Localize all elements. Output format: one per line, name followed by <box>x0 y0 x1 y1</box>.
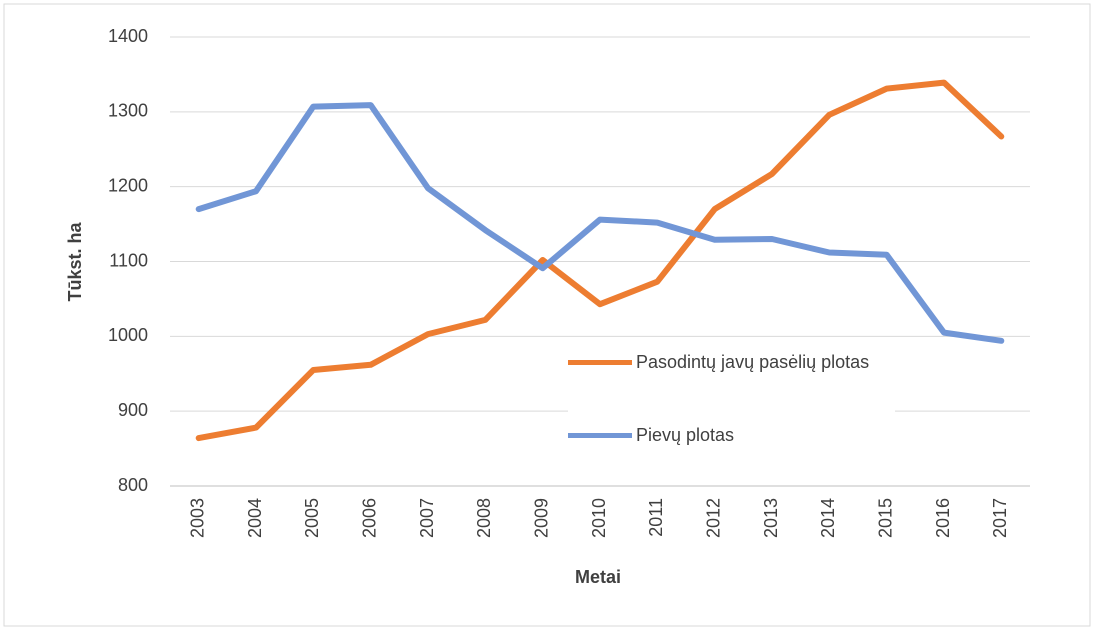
x-axis-title: Metai <box>575 567 621 587</box>
legend-item: Pievų plotas <box>568 423 886 447</box>
x-tick-label: 2009 <box>531 498 551 538</box>
legend-item: Pasodintų javų pasėlių plotas <box>568 350 886 374</box>
legend-swatch <box>568 433 632 438</box>
x-tick-label: 2015 <box>875 498 895 538</box>
legend-swatch <box>568 360 632 365</box>
x-tick-label: 2003 <box>187 498 207 538</box>
data-line <box>195 102 1005 344</box>
x-tick-label: 2007 <box>417 498 437 538</box>
x-tick-label: 2010 <box>589 498 609 538</box>
x-tick-label: 2012 <box>703 498 723 538</box>
data-line <box>195 79 1005 442</box>
x-tick-label: 2008 <box>474 498 494 538</box>
x-tick-label: 2011 <box>646 498 666 537</box>
y-axis-title: Tūkst. ha <box>65 222 85 302</box>
y-tick-label: 900 <box>118 400 148 420</box>
legend-label: Pievų plotas <box>636 425 735 445</box>
y-tick-label: 1000 <box>108 325 148 345</box>
y-tick-label: 1400 <box>108 26 148 46</box>
x-tick-label: 2006 <box>359 498 379 538</box>
x-tick-label: 2013 <box>761 498 781 538</box>
legend: Pasodintų javų pasėlių plotas Pievų plota… <box>568 345 895 460</box>
x-tick-label: 2016 <box>933 498 953 538</box>
x-tick-label: 2014 <box>818 498 838 538</box>
y-tick-label: 1300 <box>108 101 148 121</box>
x-tick-label: 2004 <box>245 498 265 538</box>
legend-label: Pasodintų javų pasėlių plotas <box>636 352 870 372</box>
x-tick-label: 2005 <box>302 498 322 538</box>
y-tick-label: 1200 <box>108 175 148 195</box>
chart-border <box>3 3 1091 627</box>
y-tick-label: 800 <box>118 475 148 495</box>
y-tick-label: 1100 <box>109 250 148 270</box>
x-tick-label: 2017 <box>990 498 1010 538</box>
